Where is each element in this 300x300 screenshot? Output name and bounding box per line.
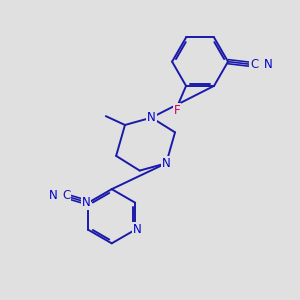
- Text: N: N: [49, 189, 57, 202]
- Text: N: N: [133, 223, 142, 236]
- Text: N: N: [162, 157, 171, 170]
- Text: C: C: [250, 58, 259, 71]
- Text: N: N: [147, 111, 156, 124]
- Text: N: N: [263, 58, 272, 71]
- Text: N: N: [82, 196, 90, 209]
- Text: C: C: [62, 189, 70, 202]
- Text: F: F: [174, 104, 181, 117]
